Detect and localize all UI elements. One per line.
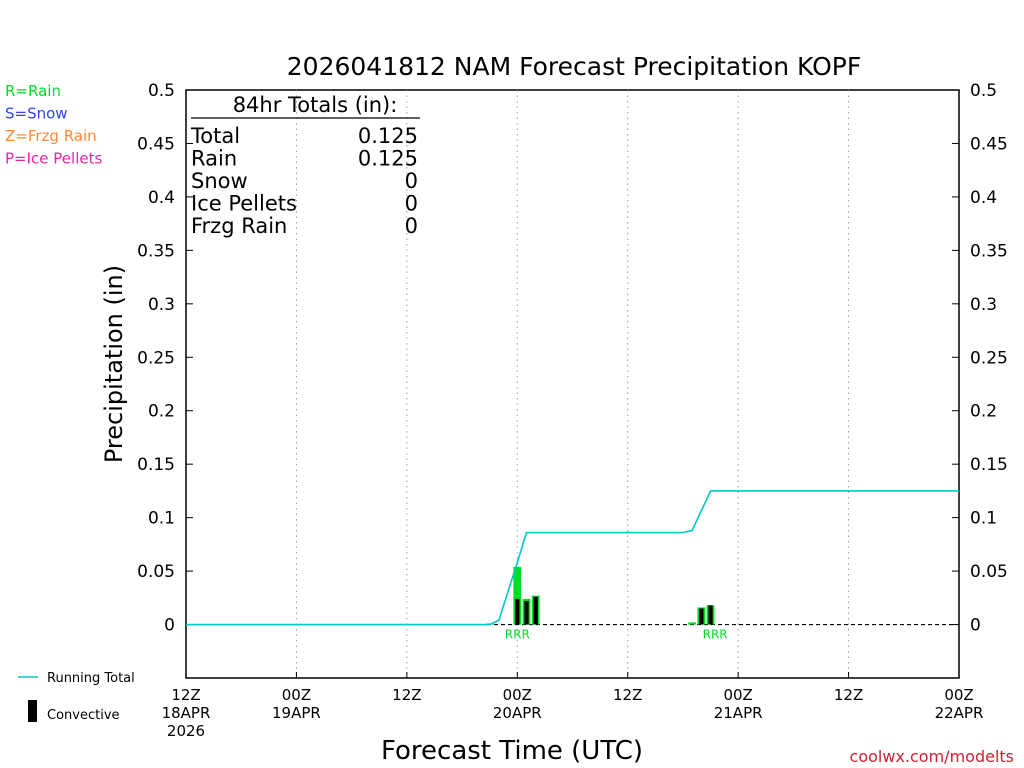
convective-bar [533, 596, 538, 625]
y-tick-label-right: 0.45 [970, 134, 1008, 154]
totals-box: 84hr Totals (in): Total 0.125 Rain 0.125 Sno… [190, 93, 420, 238]
x-tick-label: 19APR [272, 704, 321, 722]
y-tick-label-left: 0.05 [137, 562, 175, 582]
y-tick-label-left: 0.35 [137, 241, 175, 261]
y-tick-label-right: 0.05 [970, 562, 1008, 582]
totals-row-label: Rain [191, 147, 237, 171]
x-tick-label: 21APR [714, 704, 763, 722]
y-tick-label-left: 0.1 [148, 509, 175, 529]
y-axis-label: Precipitation (in) [100, 265, 128, 463]
totals-row-label: Frzg Rain [191, 214, 287, 238]
y-tick-label-right: 0.35 [970, 241, 1008, 261]
y-tick-label-right: 0.3 [970, 295, 997, 315]
y-tick-label-left: 0.45 [137, 134, 175, 154]
totals-row-value: 0.125 [358, 124, 418, 148]
y-tick-label-right: 0 [970, 616, 981, 636]
y-tick-label-left: 0.2 [148, 402, 175, 422]
x-tick-label: 20APR [493, 704, 542, 722]
x-tick-label: 22APR [935, 704, 984, 722]
y-tick-label-right: 0.25 [970, 348, 1008, 368]
chart-title: 2026041812 NAM Forecast Precipitation KO… [287, 52, 861, 81]
convective-bar [708, 605, 713, 625]
x-tick-label: 00Z [944, 686, 973, 704]
convective-bar [524, 601, 529, 625]
y-tick-label-right: 0.5 [970, 81, 997, 101]
x-tick-label: 2026 [167, 722, 205, 740]
totals-row-value: 0 [405, 169, 418, 193]
precip-bars [485, 566, 715, 625]
totals-row-value: 0 [405, 192, 418, 216]
x-tick-label: 12Z [392, 686, 421, 704]
x-tick-label: 00Z [282, 686, 311, 704]
convective-bar [699, 608, 704, 625]
x-tick-label: 12Z [613, 686, 642, 704]
totals-row-value: 0.125 [358, 147, 418, 171]
grid-lines [295, 90, 850, 678]
ptype-key-item: P=Ice Pellets [5, 150, 102, 168]
y-tick-label-left: 0 [164, 616, 175, 636]
y-tick-label-left: 0.4 [148, 188, 175, 208]
totals-row-label: Snow [191, 169, 248, 193]
y-axis-ticks: 0.5 0.5 0.45 0.45 0.4 0.4 0.35 0.35 0.3 0.3 0.25 0.… [137, 81, 1008, 636]
convective-legend-label: Convective [47, 708, 120, 723]
ptype-key: R=Rain S=Snow Z=Frzg Rain P=Ice Pellets [5, 82, 102, 168]
ptype-key-item: R=Rain [5, 82, 61, 100]
totals-header: 84hr Totals (in): [233, 93, 398, 117]
running-total-legend-label: Running Total [47, 671, 135, 686]
y-tick-label-right: 0.4 [970, 188, 997, 208]
x-tick-label: 00Z [503, 686, 532, 704]
rain-bar [688, 622, 697, 625]
ptype-marker: RRR [703, 628, 728, 642]
ptype-marker: RRR [505, 628, 530, 642]
y-tick-label-left: 0.3 [148, 295, 175, 315]
running-total-line [186, 490, 959, 626]
ptype-key-item: Z=Frzg Rain [5, 127, 97, 145]
y-tick-label-right: 0.1 [970, 509, 997, 529]
x-tick-label: 12Z [171, 686, 200, 704]
x-tick-label: 18APR [162, 704, 211, 722]
totals-row-value: 0 [405, 214, 418, 238]
totals-row-label: Total [190, 124, 240, 148]
convective-legend-swatch [28, 700, 37, 722]
y-tick-label-left: 0.15 [137, 455, 175, 475]
y-tick-label-right: 0.2 [970, 402, 997, 422]
y-tick-label-right: 0.15 [970, 455, 1008, 475]
x-axis-label: Forecast Time (UTC) [381, 736, 643, 766]
ptype-markers: RRR RRR [505, 628, 728, 642]
ptype-key-item: S=Snow [5, 105, 68, 123]
totals-row-label: Ice Pellets [191, 192, 297, 216]
plot-frame [185, 89, 960, 679]
x-tick-label: 12Z [834, 686, 863, 704]
y-tick-label-left: 0.5 [148, 81, 175, 101]
convective-bar [515, 598, 520, 625]
credit-text: coolwx.com/modelts [850, 747, 1014, 766]
rain-bar [513, 566, 522, 625]
x-tick-label: 00Z [723, 686, 752, 704]
y-tick-label-left: 0.25 [137, 348, 175, 368]
